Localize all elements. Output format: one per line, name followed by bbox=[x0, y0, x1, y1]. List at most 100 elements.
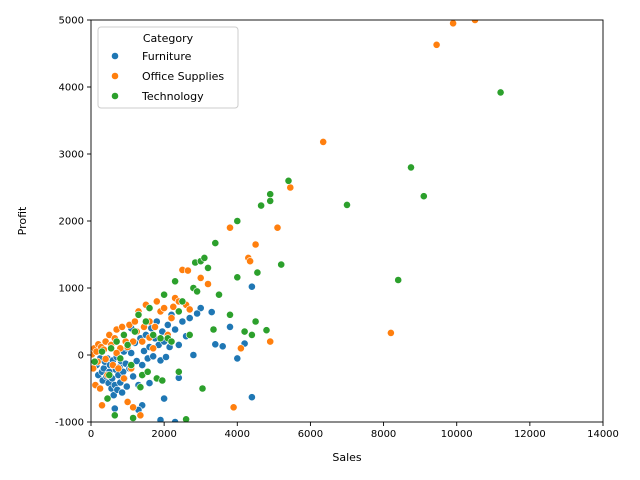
data-point bbox=[204, 263, 212, 272]
data-point bbox=[226, 223, 234, 232]
data-point bbox=[138, 361, 147, 369]
legend-title: Category bbox=[143, 32, 194, 45]
data-point bbox=[246, 257, 254, 266]
data-point bbox=[171, 277, 179, 286]
legend-box bbox=[97, 26, 239, 109]
y-tick-label: 4000 bbox=[59, 83, 84, 94]
data-point bbox=[189, 351, 198, 359]
data-point bbox=[129, 372, 137, 381]
x-tick-label: 10000 bbox=[441, 429, 473, 440]
data-point bbox=[257, 201, 265, 210]
data-point bbox=[407, 163, 415, 172]
data-point bbox=[136, 383, 145, 392]
data-point bbox=[182, 415, 190, 422]
data-point bbox=[112, 349, 121, 357]
data-point bbox=[151, 322, 159, 331]
data-point bbox=[183, 266, 192, 275]
data-point bbox=[101, 355, 110, 363]
data-point bbox=[178, 297, 187, 306]
data-point bbox=[149, 344, 158, 353]
x-tick-label: 14000 bbox=[587, 429, 619, 440]
data-point bbox=[196, 273, 205, 282]
data-point bbox=[116, 354, 125, 363]
data-point bbox=[105, 371, 114, 379]
data-point bbox=[132, 357, 141, 365]
data-point bbox=[319, 137, 328, 146]
data-point bbox=[262, 326, 271, 335]
x-tick-label: 8000 bbox=[371, 429, 396, 440]
x-axis-label: Sales bbox=[332, 451, 362, 464]
data-point bbox=[284, 176, 293, 185]
data-point bbox=[204, 280, 212, 288]
data-point bbox=[163, 320, 172, 329]
data-point bbox=[233, 217, 242, 225]
data-point bbox=[114, 364, 123, 373]
data-point bbox=[266, 196, 275, 205]
data-point bbox=[123, 340, 132, 349]
data-point bbox=[251, 240, 260, 249]
legend-marker bbox=[111, 92, 119, 100]
data-point bbox=[171, 325, 179, 334]
data-point bbox=[211, 239, 220, 247]
data-point bbox=[149, 330, 158, 339]
data-point bbox=[240, 327, 249, 336]
data-point bbox=[253, 268, 262, 277]
data-point bbox=[160, 290, 168, 299]
data-point bbox=[167, 314, 176, 322]
data-point bbox=[277, 260, 286, 269]
data-point bbox=[174, 307, 183, 316]
data-point bbox=[419, 192, 428, 201]
y-tick-label: 0 bbox=[78, 351, 84, 362]
data-point bbox=[127, 349, 136, 357]
data-point bbox=[233, 273, 242, 282]
x-tick-label: 0 bbox=[88, 429, 94, 440]
data-point bbox=[432, 40, 441, 49]
series-technology bbox=[91, 88, 505, 422]
data-point bbox=[129, 414, 137, 422]
data-point bbox=[122, 382, 131, 391]
data-point bbox=[140, 347, 148, 355]
x-tick-label: 12000 bbox=[514, 429, 546, 440]
data-point bbox=[386, 328, 395, 337]
data-point bbox=[169, 302, 178, 311]
data-point bbox=[136, 411, 145, 420]
y-axis-label: Profit bbox=[16, 206, 29, 235]
series-office-supplies bbox=[91, 20, 479, 420]
data-point bbox=[109, 391, 118, 400]
data-point bbox=[178, 317, 187, 326]
data-point bbox=[200, 253, 209, 262]
data-point bbox=[196, 304, 205, 312]
data-point bbox=[266, 337, 275, 346]
data-point bbox=[286, 183, 295, 192]
legend-item: Office Supplies bbox=[111, 70, 224, 83]
data-point bbox=[247, 282, 256, 291]
data-point bbox=[162, 353, 170, 361]
legend: Category Furniture Office Supplies Technol… bbox=[97, 26, 239, 109]
data-point bbox=[149, 352, 158, 361]
data-point bbox=[218, 342, 227, 351]
data-point bbox=[160, 394, 168, 403]
data-point bbox=[198, 384, 207, 393]
data-point bbox=[226, 310, 234, 319]
legend-item: Furniture bbox=[111, 50, 192, 63]
data-point bbox=[471, 20, 479, 24]
data-point bbox=[209, 325, 218, 334]
data-point bbox=[110, 404, 119, 413]
data-point bbox=[134, 310, 143, 319]
data-point bbox=[127, 361, 136, 369]
data-point bbox=[496, 88, 505, 97]
legend-marker bbox=[111, 72, 119, 80]
data-point bbox=[236, 344, 245, 353]
data-point bbox=[193, 287, 201, 296]
data-point bbox=[449, 20, 457, 28]
data-point bbox=[120, 330, 128, 339]
x-tick-label: 2000 bbox=[151, 429, 176, 440]
data-point bbox=[118, 322, 126, 331]
data-point bbox=[152, 297, 161, 306]
data-point bbox=[156, 416, 165, 422]
legend-marker bbox=[111, 52, 119, 60]
legend-label: Furniture bbox=[142, 50, 192, 63]
data-point bbox=[273, 223, 282, 232]
y-tick-label: -1000 bbox=[55, 418, 84, 429]
